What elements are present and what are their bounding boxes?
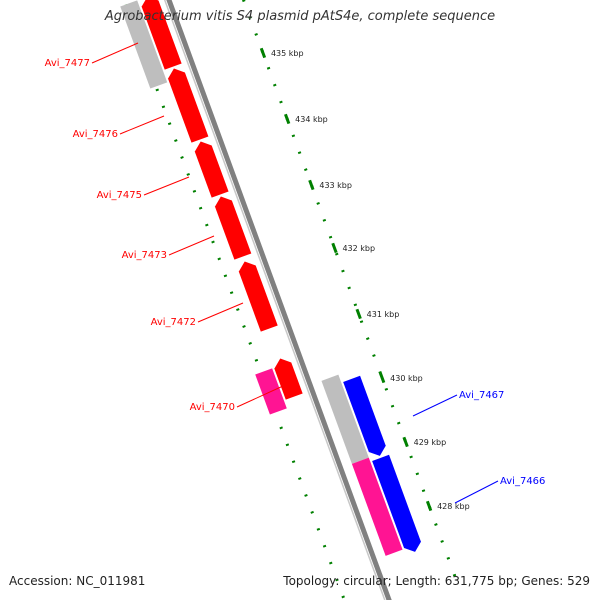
gene-leader-line	[454, 480, 499, 504]
untranslated-block-right	[321, 374, 369, 464]
scale-tick	[402, 436, 409, 448]
scale-tick-label: 433 kbp	[319, 181, 352, 190]
gene-leader-line	[412, 394, 458, 417]
tick-track-left	[124, 3, 346, 600]
scale-tick	[379, 372, 386, 384]
gene-label: Avi_7466	[500, 476, 545, 487]
sequence-backbone-highlight	[163, 0, 386, 600]
gene-leader-line	[119, 115, 165, 135]
gene-leader-line	[236, 385, 284, 408]
scale-tick	[355, 308, 362, 320]
gene-block-avi-7467	[343, 375, 386, 456]
scale-tick	[425, 500, 433, 512]
gene-label: Avi_7467	[459, 390, 504, 401]
gene-label: Avi_7473	[122, 250, 167, 261]
scale-tick-label: 434 kbp	[295, 115, 328, 124]
gene-label: Avi_7472	[151, 317, 196, 328]
scale-tick	[259, 47, 267, 59]
scale-tick	[284, 113, 291, 125]
scale-tick-label: 432 kbp	[342, 244, 375, 253]
gene-label: Avi_7477	[45, 58, 90, 69]
gene-leader-line	[91, 42, 139, 64]
scale-tick-label: 428 kbp	[437, 502, 470, 511]
gene-block-avi-7472	[238, 261, 278, 332]
gene-block-avi-7477	[141, 0, 182, 70]
gene-block-avi-7470	[274, 358, 303, 400]
scale-tick-label: 429 kbp	[414, 438, 447, 447]
sequence-backbone	[166, 0, 392, 600]
accession-text: Accession: NC_011981	[9, 574, 146, 588]
gene-label: Avi_7470	[190, 402, 235, 413]
gene-block-avi-7466	[372, 454, 421, 552]
gene-leader-line	[197, 302, 244, 323]
gene-label: Avi_7475	[97, 190, 142, 201]
topology-text: Topology: circular; Length: 631,775 bp; …	[283, 574, 590, 588]
gene-block-avi-7475	[194, 141, 229, 198]
feature-block-pink-right	[351, 457, 403, 556]
gene-leader-line	[143, 176, 190, 196]
gene-leader-line	[168, 235, 215, 256]
scale-tick-label: 431 kbp	[367, 310, 400, 319]
gene-block-avi-7473	[214, 196, 252, 260]
scale-tick-label: 435 kbp	[271, 49, 304, 58]
scale-tick-label: 430 kbp	[390, 374, 423, 383]
untranslated-block-top	[120, 0, 168, 89]
gene-label: Avi_7476	[73, 129, 118, 140]
scale-tick	[331, 242, 338, 254]
gene-block-avi-7476	[168, 68, 209, 143]
scale-tick	[308, 179, 315, 191]
map-title: Agrobacterium vitis S4 plasmid pAtS4e, c…	[104, 9, 496, 24]
